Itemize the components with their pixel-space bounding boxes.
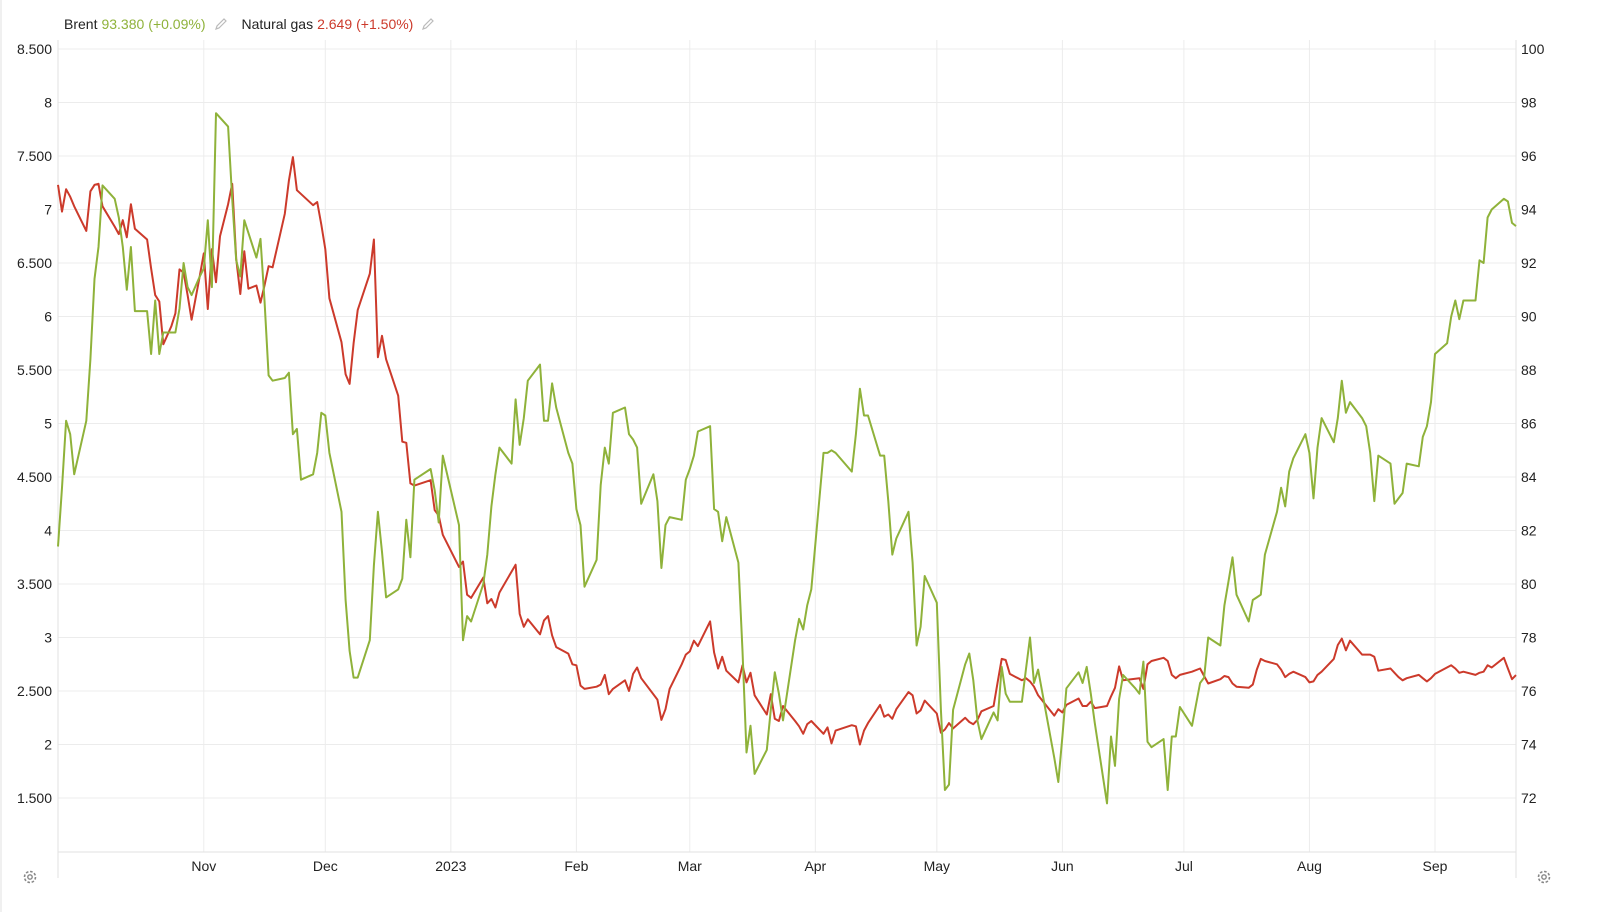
legend-brent-name: Brent: [64, 16, 98, 32]
legend-brent-value: 93.380: [101, 16, 145, 32]
x-tick-label: Jul: [1175, 858, 1193, 874]
right-tick-label: 88: [1521, 362, 1537, 378]
right-tick-label: 86: [1521, 416, 1537, 432]
legend-brent-change: (+0.09%): [148, 16, 206, 32]
right-tick-label: 84: [1521, 469, 1537, 485]
left-tick-label: 7.500: [17, 148, 52, 164]
x-tick-label: Mar: [678, 858, 702, 874]
x-axis: Nov Dec 2023 Feb Mar Apr May Jun Jul Aug Sep: [191, 858, 1447, 874]
right-y-axis: 100 98 96 94 92 90 88 86 84 82 80 78 76 74 72: [1521, 41, 1545, 806]
right-tick-label: 76: [1521, 683, 1537, 699]
gear-icon[interactable]: [21, 868, 39, 886]
left-tick-label: 6: [44, 309, 52, 325]
right-tick-label: 82: [1521, 523, 1537, 539]
x-tick-label: Apr: [804, 858, 826, 874]
left-tick-label: 8.500: [17, 41, 52, 57]
x-tick-label: Nov: [191, 858, 216, 874]
left-y-axis: 8.500 8 7.500 7 6.500 6 5.500 5 4.500 4 3.500 3 2.50…: [17, 41, 52, 806]
left-tick-label: 1.500: [17, 790, 52, 806]
x-tick-label: Aug: [1297, 858, 1322, 874]
left-tick-label: 8: [44, 95, 52, 111]
x-tick-label: Jun: [1051, 858, 1074, 874]
right-tick-label: 78: [1521, 630, 1537, 646]
pencil-icon[interactable]: [214, 17, 228, 31]
x-tick-label: Sep: [1423, 858, 1448, 874]
left-tick-label: 3: [44, 630, 52, 646]
left-tick-label: 5: [44, 416, 52, 432]
legend-gas-value: 2.649: [317, 16, 353, 32]
legend-item-natural-gas[interactable]: Natural gas 2.649 (+1.50%): [242, 16, 436, 32]
left-tick-label: 4: [44, 523, 52, 539]
left-tick-label: 2.500: [17, 683, 52, 699]
right-tick-label: 90: [1521, 309, 1537, 325]
left-tick-label: 5.500: [17, 362, 52, 378]
brent-series-line: [57, 112, 1517, 805]
legend-gas-name: Natural gas: [241, 16, 314, 32]
right-tick-label: 80: [1521, 576, 1537, 592]
x-tick-label: Dec: [313, 858, 338, 874]
right-tick-label: 74: [1521, 737, 1537, 753]
left-tick-label: 3.500: [17, 576, 52, 592]
pencil-icon[interactable]: [421, 17, 435, 31]
left-tick-label: 6.500: [17, 255, 52, 271]
right-tick-label: 100: [1521, 41, 1545, 57]
x-tick-label: Feb: [564, 858, 588, 874]
right-tick-label: 96: [1521, 148, 1537, 164]
right-tick-label: 98: [1521, 95, 1537, 111]
series-lines: [57, 112, 1517, 805]
legend-item-brent[interactable]: Brent 93.380 (+0.09%): [64, 16, 228, 32]
x-tick-label: 2023: [435, 858, 466, 874]
gear-icon[interactable]: [1535, 868, 1553, 886]
left-tick-label: 2: [44, 737, 52, 753]
right-tick-label: 92: [1521, 255, 1537, 271]
left-tick-label: 7: [44, 202, 52, 218]
x-tick-label: May: [924, 858, 950, 874]
left-tick-label: 4.500: [17, 469, 52, 485]
legend-gas-change: (+1.50%): [356, 16, 414, 32]
right-tick-label: 94: [1521, 202, 1537, 218]
natural-gas-series-line: [57, 156, 1517, 746]
legend: Brent 93.380 (+0.09%) Natural gas 2.649 …: [64, 16, 435, 32]
right-tick-label: 72: [1521, 790, 1537, 806]
